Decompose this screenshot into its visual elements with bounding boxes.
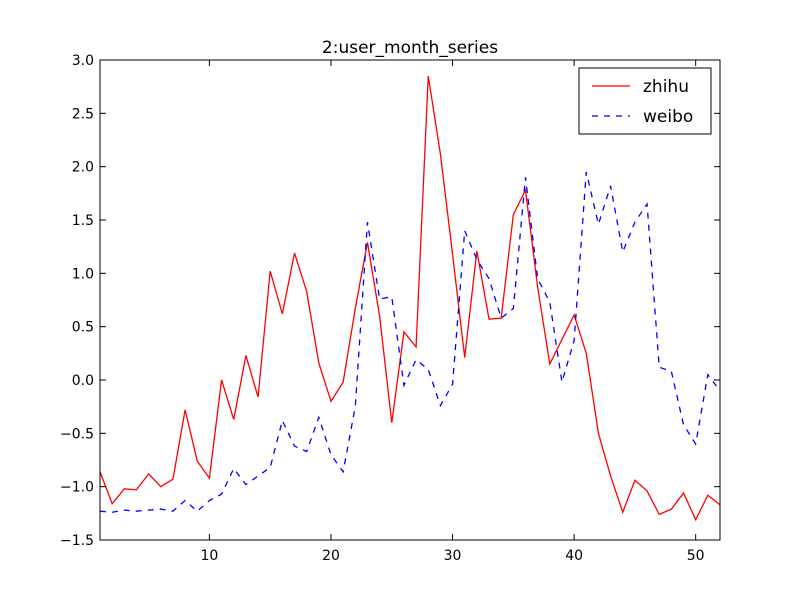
y-tick-label: 0.5	[72, 320, 94, 336]
y-tick-label: −1.0	[60, 480, 94, 496]
plot-area	[100, 60, 720, 540]
x-tick-label: 10	[200, 548, 218, 564]
series-line-zhihu	[99, 75, 721, 522]
x-tick-label: 30	[444, 548, 462, 564]
legend-label-zhihu: zhihu	[643, 77, 689, 97]
x-tick-label: 40	[565, 548, 583, 564]
legend: zhihu weibo	[578, 67, 712, 135]
ticks-layer: 10 20 30 40 50 −1.5 −1.0 −0.5 0.0 0.5 1.0 1.5 2.0 2.5…	[60, 53, 720, 564]
y-tick-label: 1.5	[72, 213, 94, 229]
chart-title: 2:user_month_series	[322, 38, 498, 58]
y-tick-label: 1.0	[72, 266, 94, 282]
series-layer	[99, 75, 721, 522]
plot-frame	[99, 59, 721, 541]
y-tick-label: −1.5	[60, 533, 94, 549]
y-tick-label: 0.0	[72, 373, 94, 389]
x-tick-label: 50	[687, 548, 705, 564]
y-tick-label: −0.5	[60, 426, 94, 442]
legend-box	[578, 67, 712, 135]
y-tick-label: 3.0	[72, 53, 94, 69]
y-tick-label: 2.5	[72, 106, 94, 122]
series-line-weibo	[99, 171, 721, 513]
y-tick-label: 2.0	[72, 160, 94, 176]
legend-label-weibo: weibo	[643, 107, 693, 127]
x-tick-label: 20	[322, 548, 340, 564]
